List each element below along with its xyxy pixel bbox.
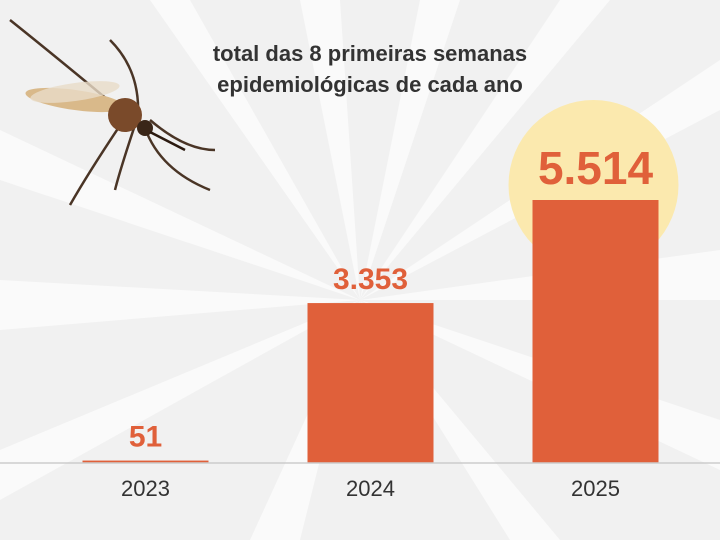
x-tick-label: 2024 [346,476,395,501]
x-tick-label: 2023 [121,476,170,501]
value-label: 51 [129,420,162,453]
mosquito-illustration [9,19,216,206]
chart-title: total das 8 primeiras semanas epidemioló… [212,41,528,97]
bar [307,303,434,463]
value-label: 5.514 [538,142,654,194]
bar [532,200,659,463]
value-label: 3.353 [333,263,408,296]
x-tick-label: 2025 [571,476,620,501]
bar [82,460,209,463]
